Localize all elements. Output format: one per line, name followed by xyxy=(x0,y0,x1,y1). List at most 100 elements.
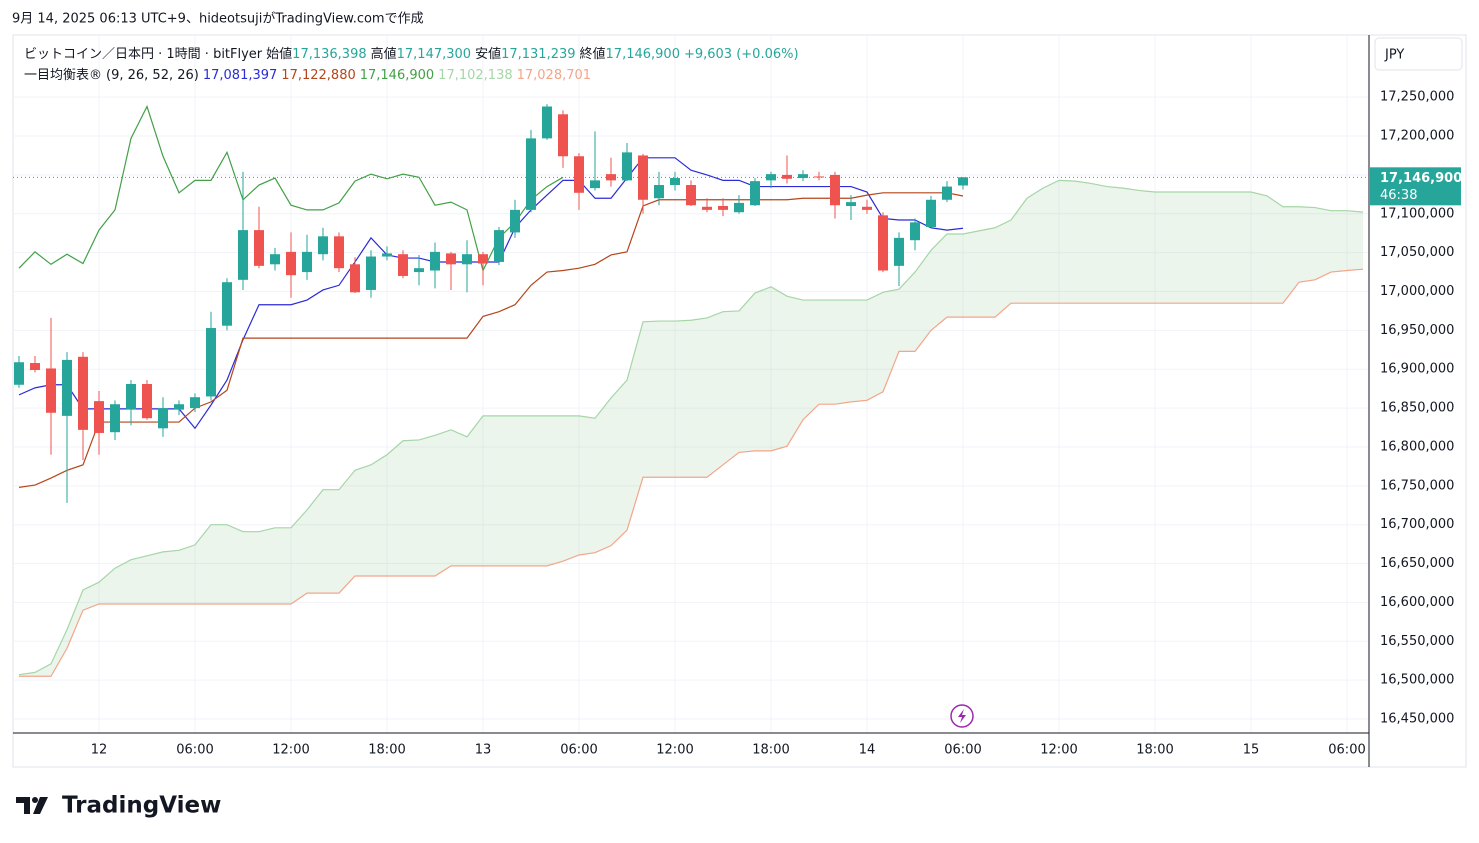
candle-body xyxy=(766,174,776,181)
y-tick-label: 16,550,000 xyxy=(1380,634,1454,649)
x-tick-label: 06:00 xyxy=(1328,743,1365,758)
candle-body xyxy=(958,177,968,186)
candle-body xyxy=(318,236,328,255)
candle-body xyxy=(670,178,680,186)
x-tick-label: 12:00 xyxy=(1040,743,1077,758)
candle-body xyxy=(478,254,488,264)
candle-body xyxy=(62,359,72,416)
x-tick-label: 06:00 xyxy=(944,743,981,758)
candle-body xyxy=(782,174,792,179)
y-tick-label: 16,700,000 xyxy=(1380,517,1454,532)
x-tick-label: 14 xyxy=(859,743,876,758)
candle-body xyxy=(862,206,872,210)
indicator-value: 17,081,397 xyxy=(202,68,278,83)
candle-body xyxy=(638,155,648,200)
x-tick-label: 18:00 xyxy=(368,743,405,758)
candle-body xyxy=(222,282,232,326)
x-tick-label: 18:00 xyxy=(1136,743,1173,758)
candle-body xyxy=(878,215,888,271)
candle-body xyxy=(350,264,360,293)
y-tick-label: 16,950,000 xyxy=(1380,323,1454,338)
candle-body xyxy=(686,185,696,206)
y-tick-label: 16,600,000 xyxy=(1380,595,1454,610)
chart-frame xyxy=(12,34,1467,768)
candle-body xyxy=(46,368,56,413)
candle-body xyxy=(622,152,632,181)
x-tick-label: 12:00 xyxy=(656,743,693,758)
caption: 9月 14, 2025 06:13 UTC+9、hideotsujiがTradi… xyxy=(12,12,424,27)
candle-body xyxy=(798,174,808,179)
indicator-value: 17,102,138 xyxy=(438,68,513,83)
cloud xyxy=(19,180,1363,677)
ohlc-value: 17,146,900 xyxy=(605,47,680,62)
candle-body xyxy=(542,106,552,139)
candle-body xyxy=(94,401,104,433)
ohlc-label: 終値 xyxy=(579,47,606,62)
indicator-line xyxy=(18,104,564,273)
indicator-line xyxy=(19,268,1364,677)
y-tick-label: 16,500,000 xyxy=(1380,673,1454,688)
candle-body xyxy=(654,185,664,199)
y-tick-label: 16,650,000 xyxy=(1380,556,1454,571)
indicator-value: 17,146,900 xyxy=(359,68,435,83)
candle-body xyxy=(574,156,584,193)
ohlc-label: 高値 xyxy=(370,47,397,62)
ohlc-value: 17,131,239 xyxy=(501,47,576,62)
candle-body xyxy=(446,253,456,265)
candle-body xyxy=(158,408,168,429)
candle-body xyxy=(286,251,296,276)
candle-body xyxy=(846,202,856,207)
logo-text: TradingView xyxy=(62,793,221,819)
candle-body xyxy=(590,180,600,189)
y-tick-label: 16,800,000 xyxy=(1380,439,1454,454)
candle-body xyxy=(734,202,744,213)
candle-body xyxy=(382,253,392,257)
currency: JPY xyxy=(1384,48,1404,63)
candle-body xyxy=(926,199,936,227)
ohlc-value: 17,136,398 xyxy=(292,47,367,62)
y-tick-label: 16,750,000 xyxy=(1380,478,1454,493)
candle-body xyxy=(142,384,152,419)
candle-body xyxy=(110,404,120,433)
x-tick-label: 12:00 xyxy=(272,743,309,758)
alert-icon[interactable] xyxy=(950,704,974,728)
x-tick-label: 15 xyxy=(1243,743,1260,758)
candle-body xyxy=(894,237,904,266)
indicator-params: (9, 26, 52, 26) xyxy=(106,68,199,83)
legend: ビットコイン／日本円 · 1時間 · bitFlyer 始値17,136,398 高… xyxy=(24,44,803,86)
indicator-value: 17,122,880 xyxy=(281,68,356,83)
last-price-tag xyxy=(1370,167,1461,206)
indicator-line xyxy=(18,192,964,488)
candle-body xyxy=(174,404,184,410)
candle-body xyxy=(718,206,728,210)
candle-body xyxy=(910,222,920,241)
plot xyxy=(13,104,1369,677)
currency-box[interactable] xyxy=(1374,37,1463,71)
candle-body xyxy=(430,251,440,271)
candle-body xyxy=(558,114,568,157)
indicator-line xyxy=(18,179,1364,676)
candle-body xyxy=(126,384,136,410)
y-tick-label: 17,100,000 xyxy=(1380,206,1454,221)
y-tick-label: 17,200,000 xyxy=(1380,129,1454,144)
y-tick-label: 16,450,000 xyxy=(1380,712,1454,727)
x-tick-label: 13 xyxy=(475,743,492,758)
x-tick-label: 06:00 xyxy=(176,743,213,758)
x-tick-label: 12 xyxy=(91,743,108,758)
candle-body xyxy=(702,206,712,210)
candle-body xyxy=(270,254,280,265)
ohlc-label: 始値 xyxy=(266,47,293,62)
logo: TradingView xyxy=(16,793,221,819)
y-tick-label: 17,250,000 xyxy=(1380,90,1454,105)
candle-body xyxy=(414,268,424,273)
candle-body xyxy=(238,230,248,280)
legend-row: 一目均衡表® (9, 26, 52, 26) 17,081,397 17,122,88… xyxy=(24,65,803,86)
x-tick-label: 06:00 xyxy=(560,743,597,758)
candle-body xyxy=(750,181,760,206)
candle-body xyxy=(30,363,40,371)
candle-body xyxy=(398,254,408,276)
candle-body xyxy=(510,209,520,233)
last-price-label: 17,146,900 xyxy=(1380,171,1462,186)
